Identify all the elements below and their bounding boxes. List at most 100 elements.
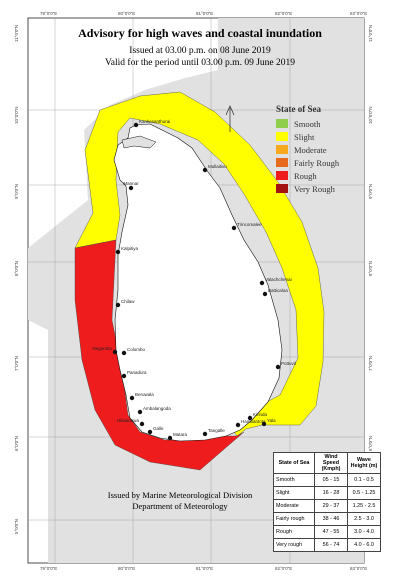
longitude-label: 83°0'0"E [350,11,368,16]
table-row: Rough 47 - 55 3.0 - 4.0 [273,525,381,539]
issued-time: Issued at 03.00 p.m. on 08 June 2019 [129,46,271,56]
longitude-label: 79°0'0"E [40,11,58,16]
sea-state-table: State of Sea Wind Speed (Kmph) Wave Heig… [273,452,381,552]
latitude-label: 9°0'0"N [14,183,19,199]
town-label: Beruwala [135,392,154,397]
table-header: Wave Height (m) [347,452,381,474]
town-label: Negombo [92,346,112,351]
advisory-title: Advisory for high waves and coastal inun… [78,26,322,40]
town-marker [137,409,143,415]
latitude-label: 6°0'0"N [14,435,19,451]
town-marker [262,291,268,297]
legend-label: Fairly Rough [294,157,340,168]
table-row: Smooth 05 - 15 0.1 - 0.5 [273,473,381,487]
legend-item-moderate: Moderate [276,143,339,156]
legend-label: Moderate [294,144,327,155]
legend-label: Rough [294,170,317,181]
latitude-label: 8°0'0"N [368,260,373,276]
legend-swatch [276,145,288,154]
longitude-label: 81°0'0"E [196,566,214,571]
town-label: Hikkaduwa [117,418,140,423]
town-marker [235,422,241,428]
latitude-label: 8°0'0"N [14,260,19,276]
town-label: Hambantota [241,419,266,424]
town-label: Valachchenai [265,277,292,282]
town-marker [247,415,253,421]
table-cell: 47 - 55 [314,525,348,539]
town-label: Matara [173,432,188,437]
footer: Issued by Marine Meteorological Division… [80,490,280,512]
table-cell: 4.0 - 6.0 [347,538,381,552]
longitude-label: 80°0'0"E [118,11,136,16]
town-label: Panadura [127,370,147,375]
table-header: Wind Speed (Kmph) [314,452,348,474]
longitude-label: 81°0'0"E [196,11,214,16]
town-label: Mullaitivu [208,164,227,169]
legend-item-very-rough: Very Rough [276,182,339,195]
town-label: Kankesanthurai [139,119,170,124]
town-marker [147,429,153,435]
legend-swatch [276,171,288,180]
town-marker [121,373,127,379]
footer-line: Issued by Marine Meteorological Division [107,490,253,500]
longitude-label: 80°0'0"E [118,566,136,571]
town-marker [139,421,145,427]
table-cell: 0.1 - 0.5 [347,473,381,487]
latitude-label: 10°0'0"N [14,106,19,124]
town-label: Colombo [127,347,146,352]
legend-swatch [276,132,288,141]
town-label: Chilaw [121,299,135,304]
town-label: Tangalle [208,428,225,433]
table-cell: 38 - 46 [314,512,348,526]
town-label: Yala [267,418,276,423]
town-label: Batticaloa [268,288,288,293]
legend-item-rough: Rough [276,169,339,182]
footer-line: Department of Meteorology [132,501,228,511]
town-marker [167,435,173,441]
longitude-label: 82°0'0"E [275,11,293,16]
town-label: Kalpitiya [121,246,139,251]
legend-title: State of Sea [276,104,321,114]
table-cell: 2.5 - 3.0 [347,512,381,526]
legend-label: Slight [294,131,315,142]
town-marker [129,395,135,401]
legend-swatch [276,119,288,128]
table-cell: Fairly rough [273,512,315,526]
legend-item-fairly-rough: Fairly Rough [276,156,339,169]
table-header: State of Sea [273,452,315,474]
town-marker [115,249,121,255]
table-cell: 1.25 - 2.5 [347,499,381,513]
table-cell: 16 - 28 [314,486,348,500]
table-cell: 3.0 - 4.0 [347,525,381,539]
jaffna-lagoon [121,135,157,149]
latitude-label: 11°0'0"N [368,24,373,42]
latitude-label: 10°0'0"N [368,106,373,124]
table-cell: 0.5 - 1.25 [347,486,381,500]
legend-swatch [276,184,288,193]
town-marker [121,350,127,356]
table-cell: Rough [273,525,315,539]
latitude-label: 6°0'0"N [368,435,373,451]
table-row: Slight 16 - 28 0.5 - 1.25 [273,486,381,500]
town-label: Pottuvil [281,361,296,366]
town-marker [115,302,121,308]
legend-label: Smooth [294,118,321,129]
town-marker [202,167,208,173]
table-cell: Smooth [273,473,315,487]
table-row: Moderate 29 - 37 1.25 - 2.5 [273,499,381,513]
table-cell: 29 - 37 [314,499,348,513]
latitude-label: 11°0'0"N [14,24,19,42]
longitude-label: 82°0'0"E [275,566,293,571]
table-row: Fairly rough 38 - 46 2.5 - 3.0 [273,512,381,526]
town-label: Trincomalee [237,222,262,227]
north-arrow-icon [225,105,235,132]
town-marker [202,431,208,437]
legend-label: Very Rough [294,183,335,194]
longitude-label: 83°0'0"E [350,566,368,571]
legend-item-smooth: Smooth [276,117,339,130]
town-marker [128,185,134,191]
table-header-row: State of Sea Wind Speed (Kmph) Wave Heig… [273,452,381,474]
sri-lanka-land [113,123,283,442]
legend-swatch [276,158,288,167]
